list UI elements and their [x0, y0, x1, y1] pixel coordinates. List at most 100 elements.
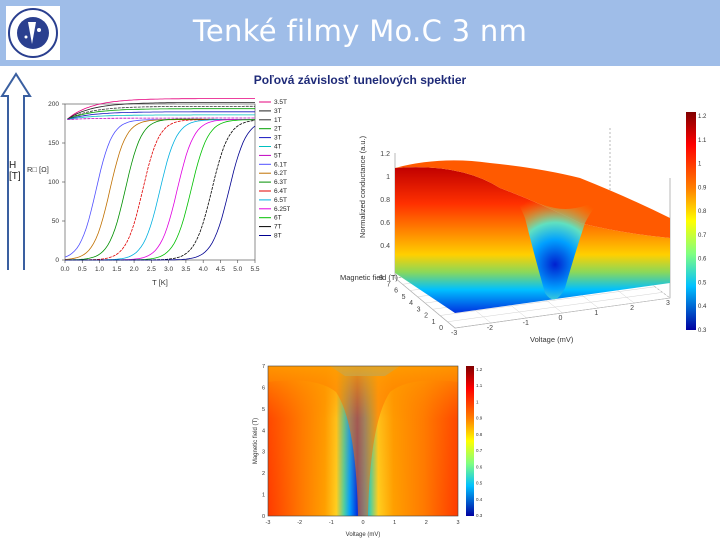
- surface-x-ticks: -3 -2 -1 0 1 2 3: [451, 300, 670, 337]
- rt-x-tick-label: 3.5: [181, 266, 190, 273]
- surface-x-tick-label: 2: [630, 305, 634, 312]
- surface-colorbar-tick: 1.1: [698, 138, 707, 144]
- rt-x-tick-label: 1.5: [112, 266, 121, 273]
- heatmap-colorbar-tick: 0.7: [476, 448, 483, 453]
- heatmap-x-tick-label: -2: [297, 520, 302, 526]
- surface-colorbar-tick: 0.4: [698, 304, 707, 310]
- surface-x-tick-label: -3: [451, 330, 457, 337]
- heatmap-x-tick-label: 2: [425, 520, 428, 526]
- rt-y-tick-label: 0: [55, 257, 59, 264]
- heatmap-colorbar-tick: 0.5: [476, 481, 483, 486]
- surface-top: [395, 160, 670, 238]
- field-arrow: [0, 72, 32, 270]
- rt-series-2T: [67, 108, 255, 120]
- surface-colorbar-tick: 0.3: [698, 328, 707, 334]
- heatmap-x-tick-label: 0: [361, 520, 364, 526]
- field-arrow-label-h: H: [9, 160, 17, 171]
- rt-x-tick-label: 1.0: [95, 266, 104, 273]
- rt-series-3_5T: [67, 98, 255, 120]
- surface-grid-line: [439, 286, 656, 316]
- surface-colorbar-tick: 0.6: [698, 257, 707, 263]
- rt-legend-label: 5T: [274, 152, 282, 159]
- heatmap-y-tick-label: 3: [262, 450, 265, 456]
- surface-z-ticks: 0.4 0.6 0.8 1 1.2: [380, 151, 390, 250]
- surface-colorbar-tick: 0.8: [698, 209, 707, 215]
- surface-dip: [500, 183, 610, 300]
- heatmap-colorbar: [466, 366, 474, 516]
- rt-curves: [64, 98, 256, 261]
- surface-grid-line: [454, 297, 671, 329]
- rt-x-tick-label: 4.0: [199, 266, 208, 273]
- surface-z-tick-label: 1.2: [380, 151, 390, 158]
- surface-x-label: Voltage (mV): [530, 335, 574, 344]
- rt-legend-label: 6.4T: [274, 188, 287, 195]
- heatmap-colorbar-tick: 0.6: [476, 464, 483, 469]
- heatmap-y-ticks: 0 1 2 3 4 5 6 7: [262, 364, 265, 520]
- heatmap-x-tick-label: 3: [456, 520, 459, 526]
- rt-y-label: R□ [Ω]: [27, 165, 49, 174]
- heatmap-colorbar-tick: 0.8: [476, 432, 483, 437]
- rt-legend-label: 4T: [274, 144, 282, 151]
- rt-legend-label: 6.2T: [274, 170, 287, 177]
- surface-colorbar-tick: 0.5: [698, 280, 707, 286]
- rt-y-tick-label: 100: [48, 179, 59, 186]
- surface-colorbar-tick: 1: [698, 162, 702, 168]
- surface-y-tick-label: 8: [379, 275, 383, 282]
- rt-series-7T: [65, 120, 256, 261]
- heatmap-colorbar-tick: 0.3: [476, 513, 483, 518]
- rt-series-1T: [67, 105, 255, 120]
- surface-colorbar-tick: 0.9: [698, 185, 707, 191]
- surface-y-label: Magnetic field (T): [340, 273, 398, 282]
- heatmap-y-tick-label: 0: [262, 514, 265, 520]
- heatmap-y-tick-label: 4: [262, 428, 265, 434]
- heatmap-y-tick-label: 5: [262, 407, 265, 413]
- rt-x-tick-label: 4.5: [216, 266, 225, 273]
- rt-x-tick-label: 0.0: [60, 266, 69, 273]
- resistance-temperature-chart: 0.0 0.5 1.0 1.5 2.0 2.5 3.0 3.5 4.0 4.5 5.0 5.5 0 50 1…: [27, 98, 290, 287]
- rt-legend-label: 6.25T: [274, 206, 290, 213]
- rt-x-label: T [K]: [152, 278, 168, 287]
- heatmap-x-ticks: -3 -2 -1 0 1 2 3: [266, 520, 460, 526]
- rt-series-3T: [67, 102, 255, 120]
- heatmap-colorbar-tick: 1.1: [476, 383, 483, 388]
- surface-y-tick-label: 4: [409, 300, 413, 307]
- heatmap-colorbar-tick: 0.4: [476, 497, 483, 502]
- rt-series-4T: [67, 114, 255, 120]
- surface-x-tick-label: -2: [487, 325, 493, 332]
- surface-x-tick-label: 0: [559, 315, 563, 322]
- rt-legend-label: 3.5T: [274, 99, 287, 106]
- heatmap-y-tick-label: 7: [262, 364, 265, 370]
- field-arrow-label-unit: [T]: [9, 171, 21, 182]
- heatmap-x-tick-label: -1: [329, 520, 334, 526]
- rt-legend-label: 6T: [274, 215, 282, 222]
- rt-legend-label: 6.3T: [274, 179, 287, 186]
- heatmap-y-tick-label: 2: [262, 471, 265, 477]
- heatmap-colorbar-ticks: 1.2 1.1 1 0.9 0.8 0.7 0.6 0.5 0.4 0.3: [476, 367, 483, 518]
- surface-colorbar: [686, 112, 696, 330]
- rt-legend-label: 1T: [274, 117, 282, 124]
- rt-legend-label: 3T: [274, 108, 282, 115]
- slide-subtitle: Poľová závislosť tunelových spektier: [253, 73, 467, 87]
- rt-series-3T: [67, 111, 255, 120]
- surface-x-tick-label: 3: [666, 300, 670, 307]
- field-arrow-label: H [T]: [9, 160, 21, 182]
- rt-plot-frame: [64, 103, 256, 261]
- surface-y-tick-label: 3: [417, 306, 421, 313]
- rt-series-5T: [67, 117, 255, 120]
- rt-legend-label: 2T: [274, 126, 282, 133]
- rt-legend-label: 6.1T: [274, 161, 287, 168]
- surface-y-tick-label: 6: [394, 288, 398, 295]
- rt-x-tick-label: 5.0: [233, 266, 242, 273]
- rt-legend-label: 7T: [274, 224, 282, 231]
- conductance-surface-plot: 1.21.110.90.80.70.60.50.40.3 -3-2-10123 …: [340, 112, 707, 344]
- surface-y-tick-label: 1: [432, 319, 436, 326]
- surface-z-tick-label: 0.8: [380, 197, 390, 204]
- slide-header: Tenké filmy Mo.C 3 nm: [0, 0, 720, 66]
- rt-legend-label: 6.5T: [274, 197, 287, 204]
- surface-colorbar-tick: 0.7: [698, 233, 707, 239]
- surface-z-label: Normalized conductance (a.u.): [358, 135, 367, 238]
- heatmap-colorbar-tick: 1.2: [476, 367, 483, 372]
- rt-y-tick-label: 50: [52, 218, 60, 225]
- surface-z-tick-label: 1: [386, 174, 390, 181]
